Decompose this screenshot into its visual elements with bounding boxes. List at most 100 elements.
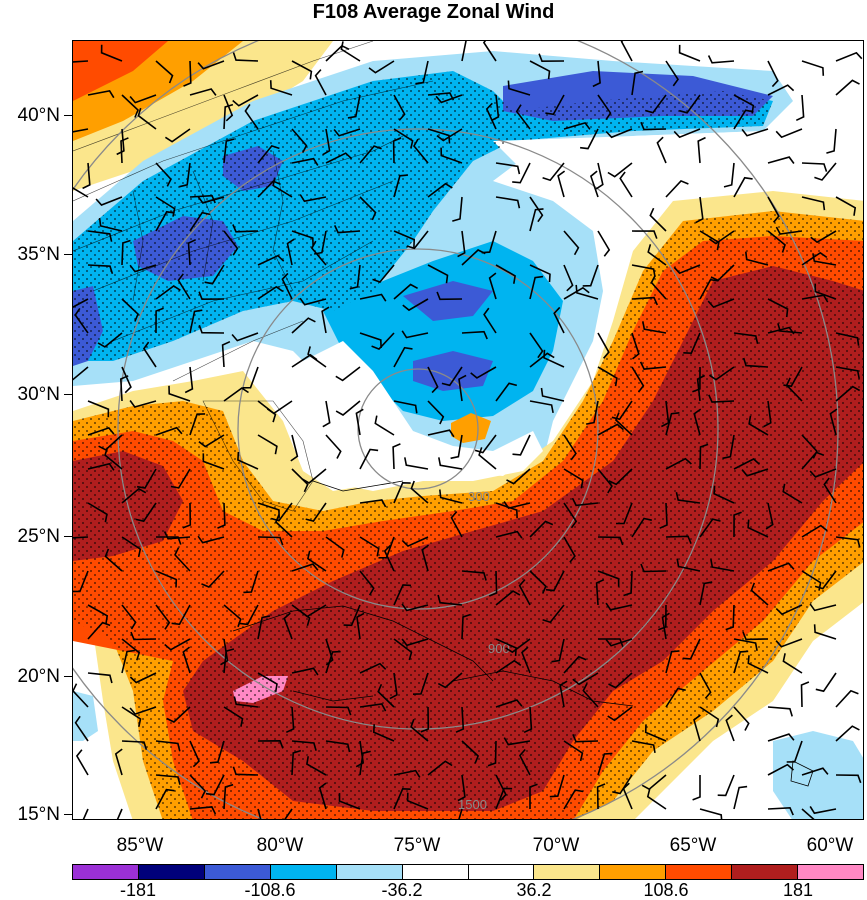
- wind-barb-icon: [529, 332, 544, 359]
- wind-barb-icon: [529, 520, 554, 538]
- negative-dark-blue-core-4: [403, 281, 493, 321]
- wind-barb-icon: [495, 264, 516, 284]
- wind-barb-icon: [598, 638, 624, 647]
- wind-barb-icon: [549, 774, 565, 798]
- wind-barb-icon: [299, 297, 327, 306]
- wind-barb-icon: [155, 740, 181, 752]
- wind-barb-icon: [359, 662, 387, 674]
- wind-barb-icon: [291, 128, 308, 153]
- wind-barb-icon: [614, 412, 633, 436]
- wind-barb-icon: [372, 724, 395, 742]
- wind-barb-icon: [631, 740, 656, 754]
- wind-barb-icon: [120, 137, 129, 164]
- wind-barb-icon: [814, 570, 837, 590]
- nw-positive-max: [73, 41, 168, 101]
- wind-barb-icon: [393, 638, 413, 661]
- wind-barb-icon: [461, 249, 486, 266]
- wind-barb-icon: [290, 434, 299, 462]
- wind-barb-icon: [359, 196, 377, 221]
- wind-barb-icon: [696, 374, 706, 402]
- map-panel: 300 900 1500: [72, 40, 864, 820]
- wind-barb-icon: [523, 706, 533, 734]
- wind-barb-icon: [488, 570, 498, 597]
- wind-barb-icon: [441, 366, 463, 387]
- wind-barb-icon: [733, 706, 750, 731]
- wind-barb-icon: [741, 468, 769, 477]
- wind-barb-icon: [306, 550, 327, 572]
- wind-barb-icon: [529, 352, 555, 368]
- wind-barb-icon: [257, 285, 284, 300]
- wind-barb-icon: [563, 655, 587, 674]
- wind-barb-icon: [495, 699, 523, 708]
- wind-barb-icon: [220, 638, 229, 666]
- wind-barb-icon: [121, 536, 142, 558]
- wind-barb-icon: [512, 434, 531, 456]
- wind-barb-icon: [82, 808, 89, 819]
- wind-barb-icon: [121, 94, 139, 118]
- wind-barb-icon: [325, 152, 353, 164]
- wind-barb-icon: [335, 366, 361, 382]
- lon-label-65w: 65°W: [669, 835, 717, 856]
- lat-tick: [64, 536, 72, 537]
- wind-barb-icon: [174, 547, 191, 572]
- wind-barb-icon: [597, 423, 624, 436]
- wind-barb-icon: [708, 230, 735, 245]
- wind-barb-icon: [427, 128, 451, 144]
- colorbar-segment: [336, 865, 403, 879]
- wind-barb-icon: [383, 544, 395, 572]
- wind-barb-icon: [461, 570, 487, 581]
- wind-barb-icon: [285, 706, 295, 734]
- wind-barb-icon: [707, 55, 735, 64]
- wind-barb-icon: [572, 672, 599, 686]
- wind-barb-icon: [529, 783, 538, 809]
- wind-barb-icon: [748, 415, 769, 436]
- wind-barb-icon: [322, 400, 331, 428]
- wind-barb-icon: [612, 774, 633, 795]
- wind-barb-icon: [155, 162, 172, 187]
- negative-dark-blue-core-5: [413, 351, 493, 391]
- range-ring-icon: [237, 248, 599, 610]
- wind-barb-icon: [155, 570, 178, 588]
- wind-barb-icon: [393, 769, 421, 778]
- wind-barb-icon: [529, 264, 551, 283]
- wind-barb-icon: [291, 157, 319, 166]
- wind-barb-icon: [545, 570, 565, 592]
- stipple-overlay-negative: [73, 71, 773, 361]
- wind-barb-icon: [640, 563, 667, 573]
- lon-label-70w: 70°W: [532, 835, 580, 856]
- wind-barb-icon: [184, 366, 194, 394]
- wind-barb-icon: [713, 485, 735, 504]
- wind-barb-icon: [650, 275, 667, 300]
- wind-barb-icon: [307, 346, 327, 368]
- wind-barb-icon: [725, 604, 735, 631]
- wind-barb-icon: [595, 162, 604, 190]
- wind-barb-icon: [521, 646, 531, 674]
- wind-barb-icon: [291, 317, 316, 334]
- wind-barb-icon: [359, 145, 382, 164]
- wind-barb-icon: [202, 453, 225, 470]
- wind-barb-icon: [814, 162, 837, 181]
- wind-barb-icon: [616, 502, 633, 525]
- wind-barb-icon: [257, 615, 271, 640]
- wind-barb-icon: [619, 171, 633, 198]
- wind-barb-icon: [608, 468, 633, 486]
- wind-barb-icon: [427, 264, 449, 284]
- lat-tick: [64, 115, 72, 116]
- range-ring-label-900: 900: [488, 641, 510, 656]
- wind-barb-icon: [217, 502, 226, 529]
- wind-barb-icon: [239, 604, 259, 626]
- lat-label-25n: 25°N: [17, 526, 60, 547]
- wind-barb-icon: [582, 264, 599, 287]
- wind-barb-icon: [257, 536, 284, 546]
- wind-barb-icon: [722, 434, 735, 460]
- wind-barb-icon: [438, 457, 463, 470]
- wind-barb-icon: [495, 659, 522, 674]
- wind-barb-icon: [436, 128, 463, 142]
- wind-barb-icon: [809, 805, 837, 815]
- colorbar-segment: [534, 865, 601, 879]
- colorbar-segment: [468, 865, 535, 879]
- wind-barb-icon: [333, 225, 361, 234]
- wind-barb-icon: [457, 230, 466, 258]
- wind-barb-icon: [129, 264, 157, 273]
- wind-barb-icon: [450, 511, 463, 538]
